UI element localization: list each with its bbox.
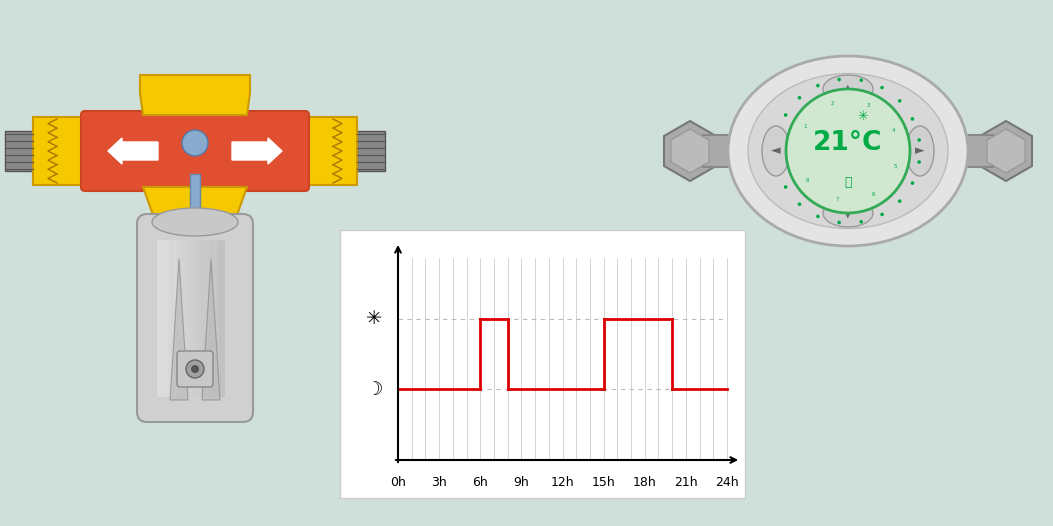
FancyBboxPatch shape (145, 217, 245, 239)
Text: ✳: ✳ (365, 309, 382, 328)
Circle shape (186, 360, 204, 378)
Text: 4: 4 (892, 128, 895, 133)
Ellipse shape (906, 126, 934, 176)
Circle shape (182, 130, 208, 156)
Circle shape (783, 113, 788, 117)
Polygon shape (671, 129, 709, 173)
Ellipse shape (748, 74, 948, 228)
FancyArrow shape (232, 138, 282, 164)
Text: 8: 8 (806, 178, 810, 183)
Text: 3h: 3h (432, 476, 448, 489)
Polygon shape (202, 259, 220, 400)
Bar (703, 135, 738, 167)
Ellipse shape (728, 56, 968, 246)
Text: 9h: 9h (514, 476, 530, 489)
Circle shape (816, 84, 819, 87)
Polygon shape (987, 129, 1025, 173)
Circle shape (816, 215, 819, 218)
Text: 3: 3 (867, 103, 870, 108)
Text: 15h: 15h (592, 476, 616, 489)
Text: 21°C: 21°C (813, 130, 882, 156)
Bar (357, 131, 385, 171)
Circle shape (837, 78, 841, 82)
Polygon shape (143, 187, 247, 229)
Circle shape (837, 220, 841, 224)
Polygon shape (664, 121, 716, 181)
Bar (958, 135, 993, 167)
Bar (5, 131, 33, 171)
Circle shape (859, 78, 863, 82)
Text: 21h: 21h (674, 476, 698, 489)
Circle shape (911, 117, 914, 120)
Circle shape (798, 203, 801, 206)
Text: ▼: ▼ (843, 207, 853, 219)
FancyBboxPatch shape (177, 351, 213, 387)
Text: 24h: 24h (715, 476, 739, 489)
Text: 7: 7 (836, 197, 839, 203)
Circle shape (192, 366, 199, 372)
Text: 2: 2 (831, 101, 834, 106)
Circle shape (786, 89, 910, 213)
Circle shape (859, 220, 863, 224)
Circle shape (898, 199, 901, 203)
Polygon shape (980, 121, 1032, 181)
FancyBboxPatch shape (137, 214, 253, 422)
Text: ✳: ✳ (858, 109, 869, 123)
Circle shape (917, 138, 921, 141)
Circle shape (917, 160, 921, 164)
FancyBboxPatch shape (340, 230, 746, 498)
Text: 6: 6 (871, 192, 875, 197)
Circle shape (911, 181, 914, 185)
Ellipse shape (823, 75, 873, 103)
Ellipse shape (823, 199, 873, 227)
Text: 12h: 12h (551, 476, 574, 489)
Circle shape (798, 96, 801, 99)
Bar (190, 174, 200, 229)
Text: 18h: 18h (633, 476, 657, 489)
Text: 1: 1 (803, 124, 807, 128)
Text: ⏲: ⏲ (845, 177, 852, 189)
Text: ▲: ▲ (843, 83, 853, 96)
Circle shape (880, 86, 883, 89)
Polygon shape (170, 259, 188, 400)
Text: 6h: 6h (473, 476, 489, 489)
Bar (33, 117, 93, 185)
Text: ◄: ◄ (771, 145, 781, 157)
Bar (297, 117, 357, 185)
Circle shape (898, 99, 901, 103)
FancyArrow shape (108, 138, 158, 164)
Circle shape (783, 185, 788, 189)
Text: 5: 5 (894, 164, 897, 169)
Ellipse shape (152, 208, 238, 236)
Text: 0h: 0h (390, 476, 406, 489)
Polygon shape (140, 75, 250, 115)
FancyBboxPatch shape (81, 111, 309, 191)
Ellipse shape (762, 126, 790, 176)
Text: ☽: ☽ (365, 380, 382, 399)
Circle shape (880, 213, 883, 216)
Text: ►: ► (915, 145, 925, 157)
